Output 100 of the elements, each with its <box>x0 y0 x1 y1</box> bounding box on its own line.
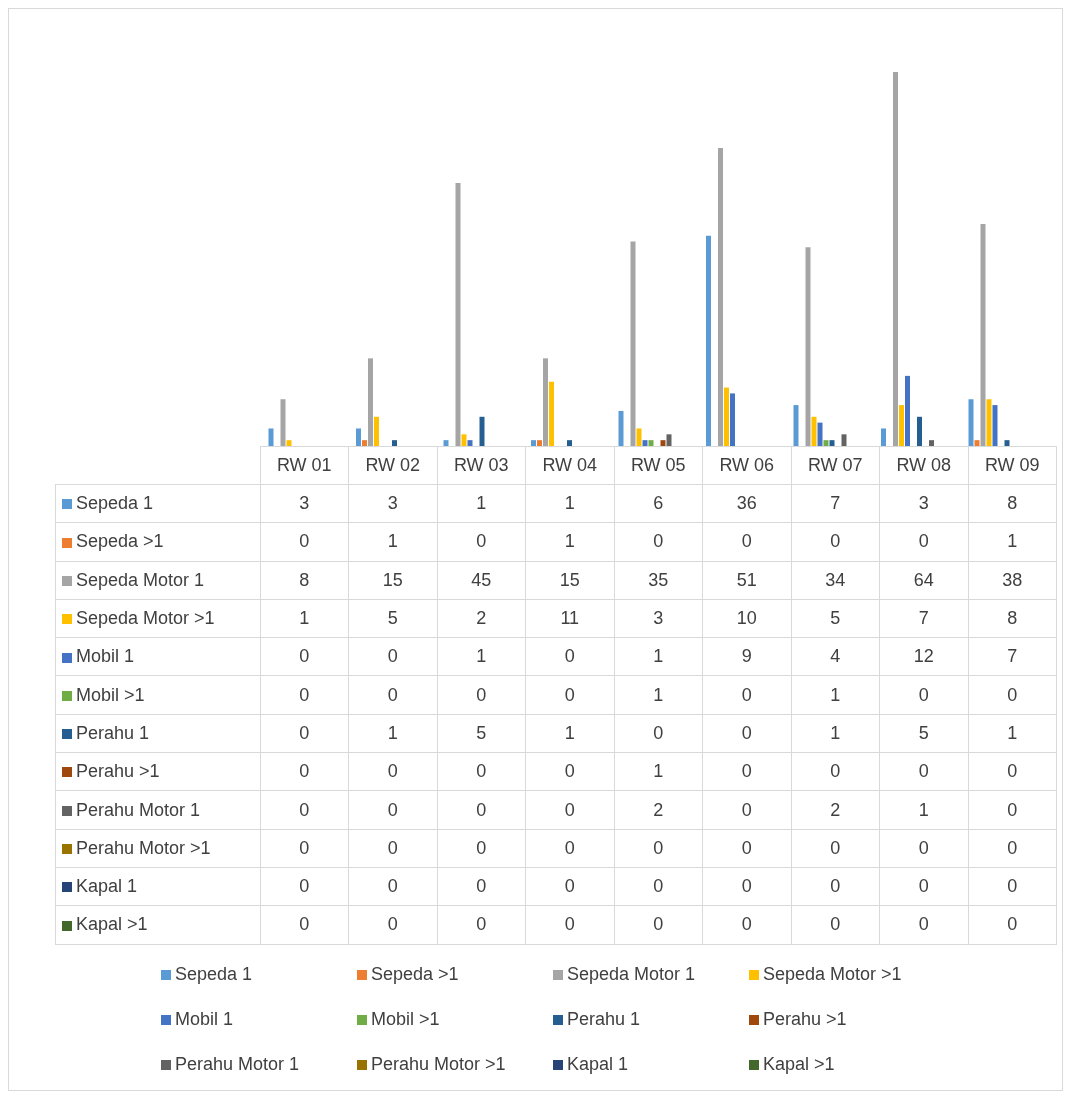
data-label: 0 <box>614 522 703 562</box>
data-label: 0 <box>348 867 437 906</box>
data-label: 10 <box>702 599 791 638</box>
bar <box>467 440 473 446</box>
data-label: 0 <box>348 675 437 715</box>
data-label: 1 <box>614 675 703 715</box>
data-label: 0 <box>791 752 880 791</box>
bar <box>286 440 292 446</box>
data-label: 0 <box>879 905 968 945</box>
data-label: 0 <box>791 867 880 906</box>
bar <box>636 428 642 446</box>
data-label: 1 <box>791 714 880 753</box>
x-tick-label: RW 09 <box>968 446 1057 485</box>
data-label: 0 <box>879 752 968 791</box>
bar <box>823 440 829 446</box>
bar <box>706 235 711 446</box>
text: Perahu 1 <box>567 1009 641 1029</box>
data-label: 0 <box>437 675 526 715</box>
data-label: 0 <box>702 829 791 868</box>
data-label: 0 <box>702 905 791 945</box>
data-label: 1 <box>437 484 526 523</box>
text: Perahu Motor 1 <box>175 1054 300 1074</box>
bar <box>980 223 986 446</box>
x-tick-label: RW 06 <box>702 446 791 485</box>
data-label: 15 <box>348 561 437 600</box>
bar <box>648 440 654 446</box>
data-label: 0 <box>437 522 526 562</box>
bar <box>268 428 274 446</box>
data-label: 0 <box>260 522 349 562</box>
legend-label: Kapal >1 <box>55 905 260 945</box>
data-label: 0 <box>968 752 1057 791</box>
data-label: 0 <box>968 829 1057 868</box>
x-tick-label: RW 04 <box>525 446 614 485</box>
data-label: 5 <box>437 714 526 753</box>
data-label: 0 <box>525 867 614 906</box>
data-label: 0 <box>437 829 526 868</box>
data-label: 2 <box>791 790 880 830</box>
data-label: 15 <box>525 561 614 600</box>
data-label: 11 <box>525 599 614 638</box>
bar <box>968 399 974 446</box>
data-label: 1 <box>348 714 437 753</box>
data-label: 6 <box>614 484 703 523</box>
bar <box>992 405 998 446</box>
bar <box>531 440 536 446</box>
bar <box>537 440 542 446</box>
bar <box>455 183 461 446</box>
x-tick-label: RW 05 <box>614 446 703 485</box>
text: Mobil >1 <box>371 1009 440 1029</box>
bar <box>829 440 835 446</box>
data-label: 1 <box>525 714 614 753</box>
data-label: 4 <box>791 637 880 676</box>
data-label: 36 <box>702 484 791 523</box>
bar <box>905 375 910 446</box>
data-label: 1 <box>525 522 614 562</box>
data-label: 7 <box>879 599 968 638</box>
bar <box>805 247 811 446</box>
bar <box>618 410 624 446</box>
bar <box>899 405 904 446</box>
data-label: 3 <box>260 484 349 523</box>
data-label: 0 <box>791 522 880 562</box>
text: Perahu >1 <box>76 761 160 782</box>
bar <box>881 428 886 446</box>
data-label: 0 <box>260 905 349 945</box>
x-tick-label: RW 08 <box>879 446 968 485</box>
bar <box>356 428 361 446</box>
data-label: 0 <box>525 752 614 791</box>
x-tick-label: RW 01 <box>260 446 349 485</box>
data-label: 0 <box>879 867 968 906</box>
data-label: 0 <box>702 714 791 753</box>
data-label: 0 <box>791 829 880 868</box>
text: Sepeda Motor >1 <box>763 964 902 984</box>
data-label: 0 <box>348 790 437 830</box>
bar <box>374 416 379 446</box>
bar <box>362 440 367 446</box>
legend-label: Kapal 1 <box>55 867 260 906</box>
text: Sepeda >1 <box>371 964 459 984</box>
legend-label: Sepeda >1 <box>55 522 260 562</box>
bar <box>392 440 397 446</box>
bar <box>549 381 554 446</box>
data-label: 0 <box>525 637 614 676</box>
data-label: 3 <box>614 599 703 638</box>
bar <box>630 241 636 446</box>
x-tick-label: RW 02 <box>348 446 437 485</box>
data-label: 0 <box>968 867 1057 906</box>
x-tick-label: RW 07 <box>791 446 880 485</box>
data-label: 0 <box>437 752 526 791</box>
bar <box>280 399 286 446</box>
data-label: 0 <box>702 867 791 906</box>
legend-label: Mobil 1 <box>55 637 260 676</box>
data-label: 2 <box>437 599 526 638</box>
legend-label: Perahu >1 <box>762 1009 848 1031</box>
data-label: 12 <box>879 637 968 676</box>
data-label: 0 <box>614 714 703 753</box>
data-label: 0 <box>260 637 349 676</box>
data-label: 8 <box>260 561 349 600</box>
data-label: 64 <box>879 561 968 600</box>
bar <box>1004 440 1010 446</box>
data-label: 1 <box>437 637 526 676</box>
x-tick-label: RW 03 <box>437 446 526 485</box>
data-label: 0 <box>879 829 968 868</box>
